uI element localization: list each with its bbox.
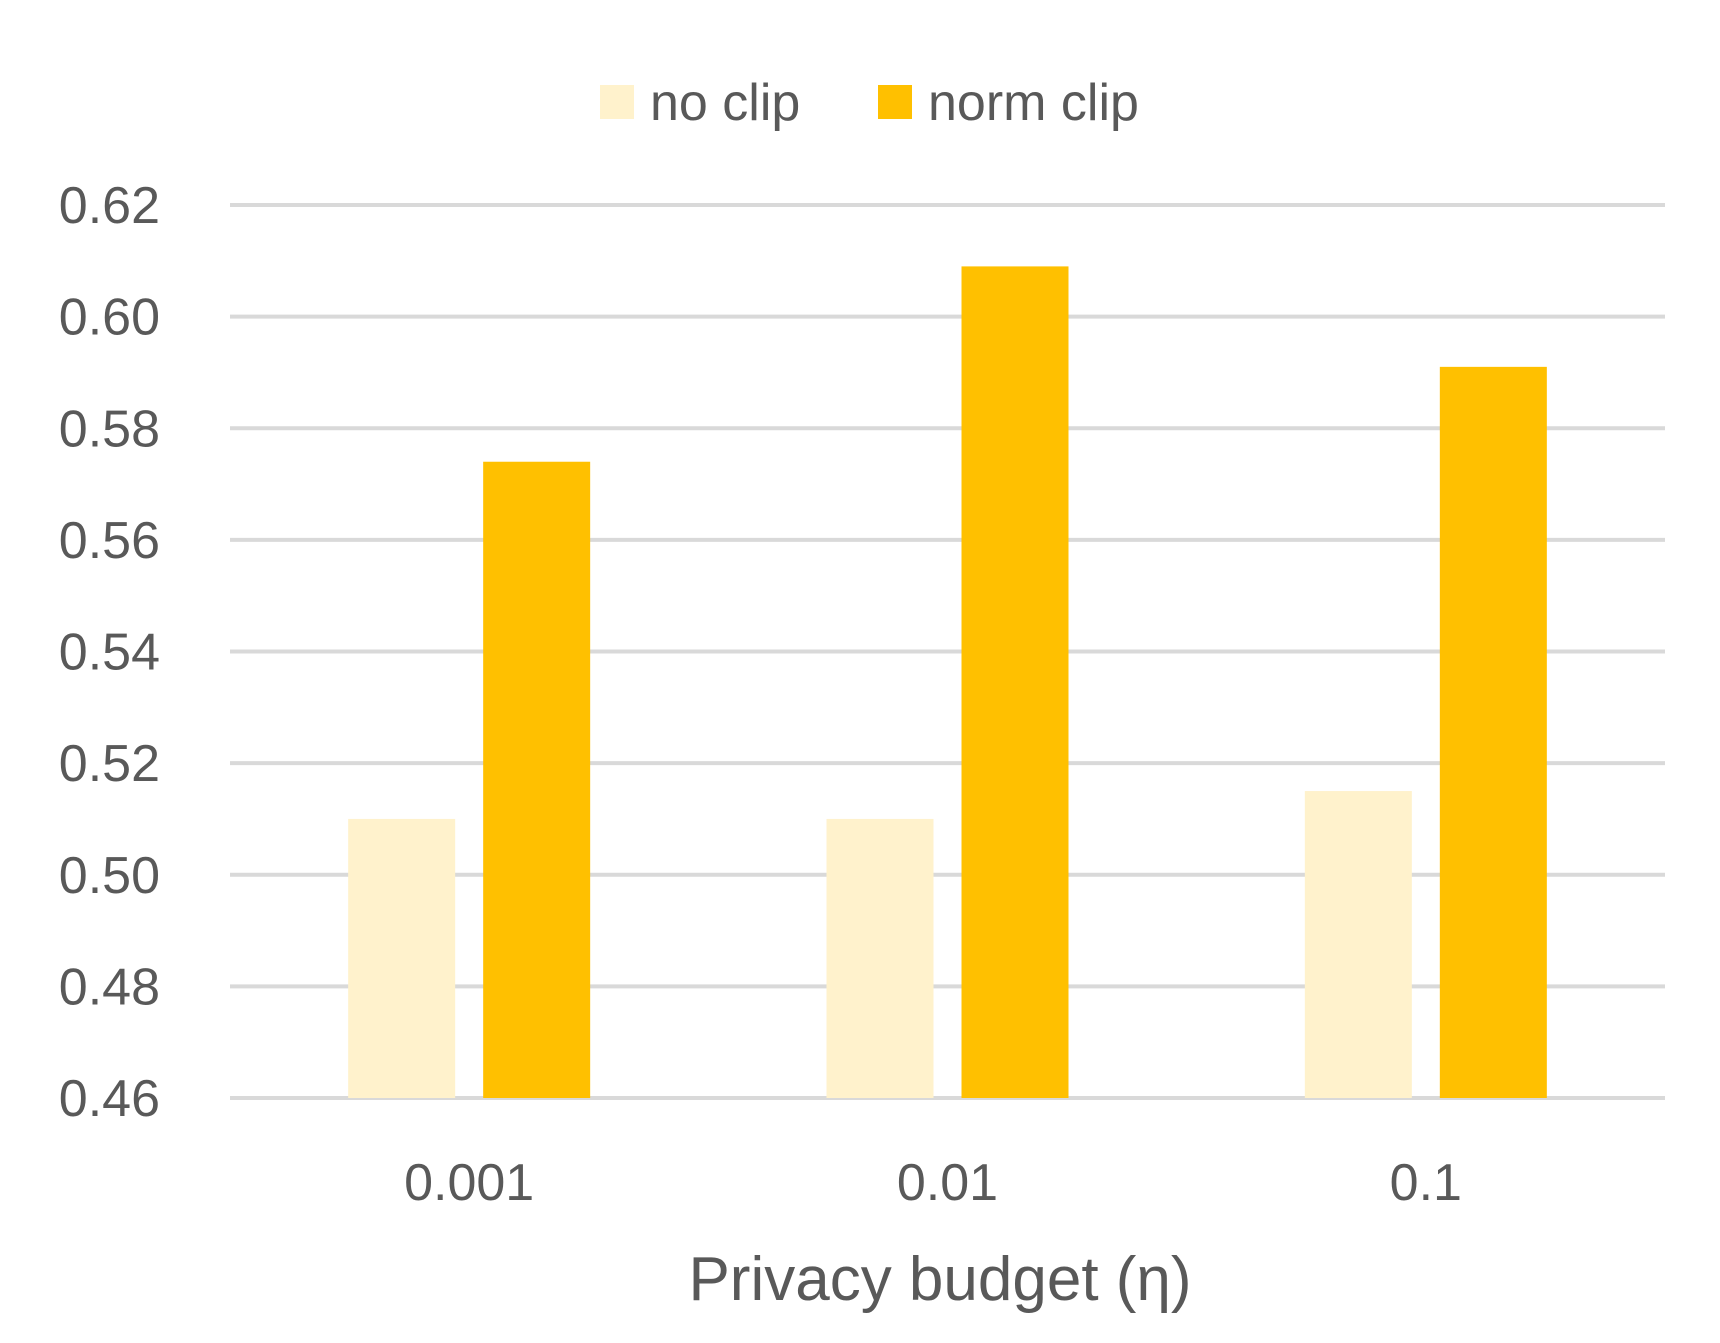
y-tick-label: 0.62 <box>59 177 160 235</box>
x-tick-label: 0.1 <box>1390 1154 1462 1212</box>
y-tick-label: 0.54 <box>59 624 160 682</box>
bar-norm-clip-0.1 <box>1439 366 1547 1098</box>
x-tick-label: 0.001 <box>404 1154 534 1212</box>
y-tick-label: 0.58 <box>59 400 160 458</box>
y-tick-label: 0.48 <box>59 958 160 1016</box>
bar-norm-clip-0.001 <box>483 461 591 1098</box>
legend-swatch <box>600 85 634 119</box>
bars <box>348 266 1547 1098</box>
legend-label: norm clip <box>928 74 1139 132</box>
y-tick-label: 0.50 <box>59 847 160 905</box>
bar-no-clip-0.1 <box>1304 791 1412 1098</box>
y-axis-tick-labels: 0.62 0.60 0.58 0.56 0.54 0.52 0.50 0.48 0.46 <box>59 177 160 1128</box>
bar-no-clip-0.001 <box>348 818 456 1098</box>
legend-label: no clip <box>650 74 800 132</box>
bar-no-clip-0.01 <box>826 818 934 1098</box>
legend-swatch <box>878 85 912 119</box>
x-axis-tick-labels: 0.001 0.01 0.1 <box>404 1154 1462 1212</box>
gridlines <box>230 203 1665 1100</box>
y-tick-label: 0.52 <box>59 735 160 793</box>
y-tick-label: 0.56 <box>59 512 160 570</box>
x-axis-title: Privacy budget (η) <box>688 1245 1191 1314</box>
bar-norm-clip-0.01 <box>961 266 1069 1098</box>
y-tick-label: 0.60 <box>59 289 160 347</box>
x-tick-label: 0.01 <box>897 1154 998 1212</box>
legend: no clip norm clip <box>600 74 1139 132</box>
y-tick-label: 0.46 <box>59 1070 160 1128</box>
